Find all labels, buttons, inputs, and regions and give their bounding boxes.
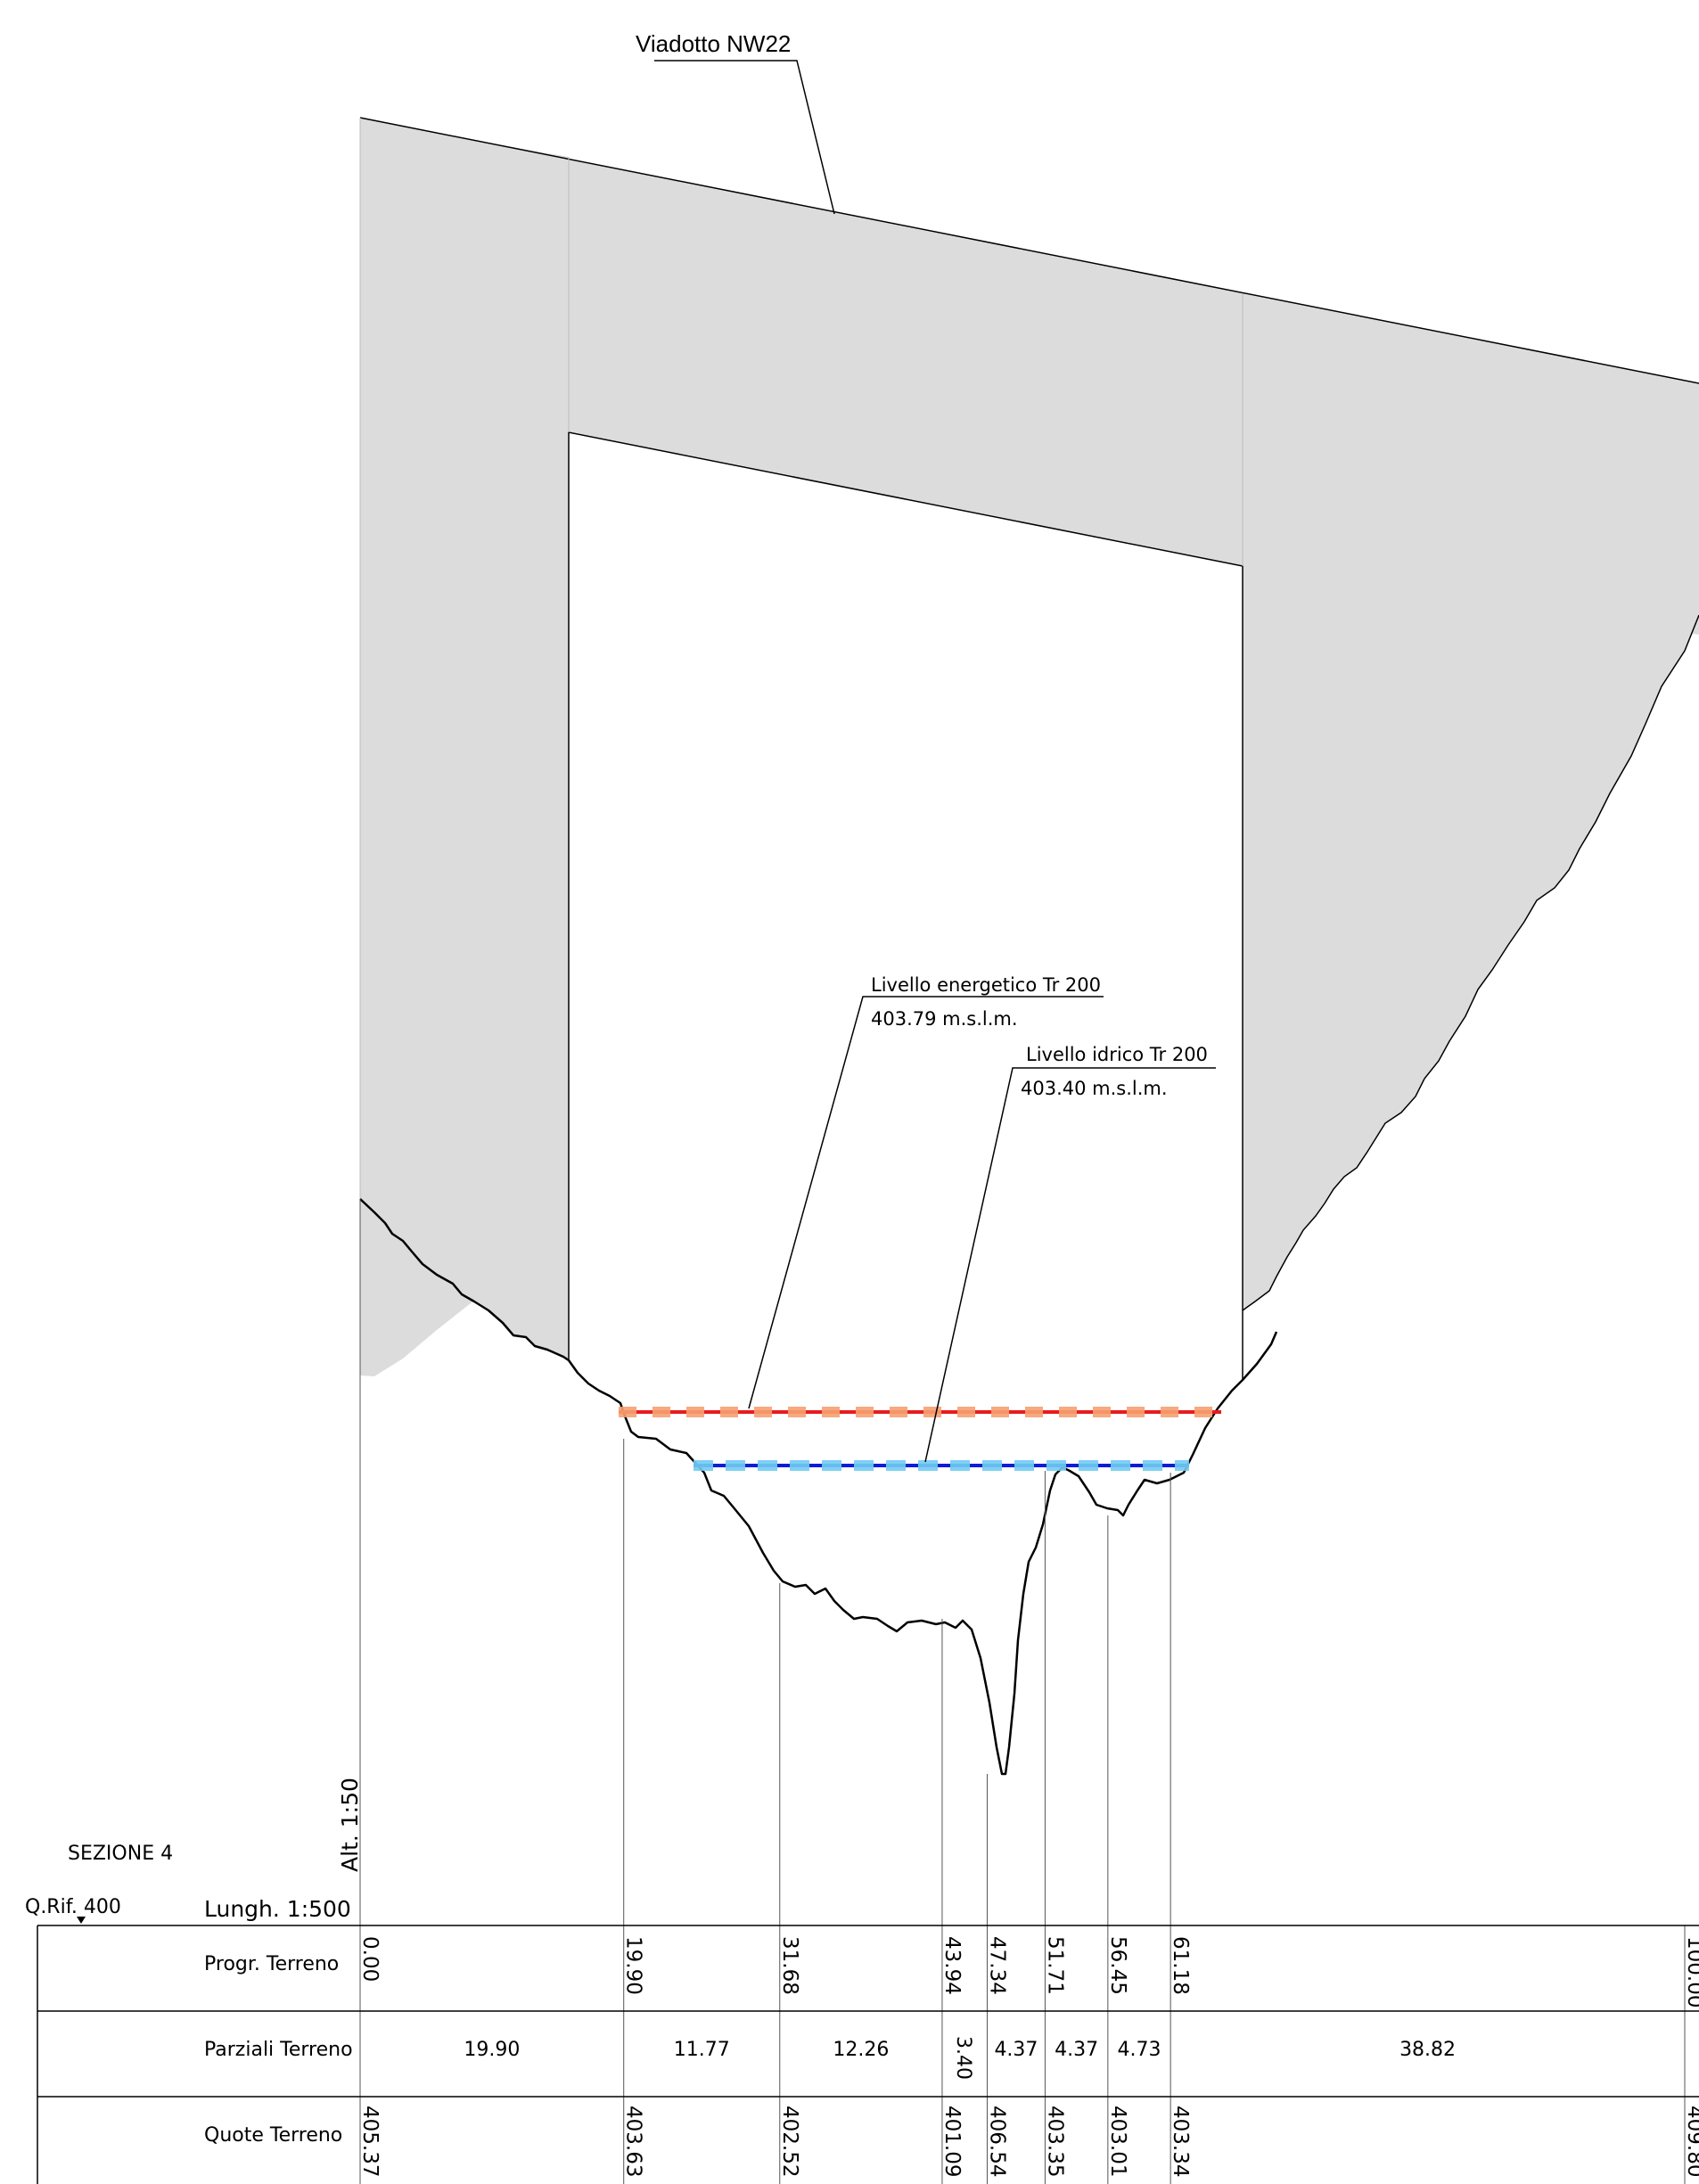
vertical-scale: Alt. 1:50 [337,1778,363,1872]
progressive-value: 31.68 [778,1936,801,1995]
structure-lines [359,117,1699,1380]
water-leader [924,1067,1216,1463]
station-guide-lines [359,1199,1686,2184]
right-embankment-fill [1243,294,1699,1310]
partial-value: 12.26 [833,2039,889,2061]
progressive-value: 100.00 [1683,1936,1699,2007]
right-slope-line [1242,614,1699,1311]
viaduct-body [360,118,1699,1376]
energy-callout-label: Livello energetico Tr 200 [871,974,1101,996]
left-slope-fill [360,408,569,1360]
progressive-value: 51.71 [1043,1936,1066,1995]
water-callout: Livello idrico Tr 200 403.40 m.s.l.m. [924,1044,1216,1463]
deck-top-line [359,117,1699,384]
partial-value: 38.82 [1399,2039,1456,2061]
elevation-value: 409.80 [1683,2106,1699,2177]
elevation-value: 403.63 [622,2106,645,2177]
title-callout: Viadotto NW22 [636,30,835,215]
drawing-title: Viadotto NW22 [636,30,791,57]
elevation-value: 403.35 [1043,2106,1066,2177]
partial-value: 11.77 [674,2039,730,2061]
energy-callout: Livello energetico Tr 200 403.79 m.s.l.m… [748,974,1104,1409]
water-callout-value: 403.40 m.s.l.m. [1021,1078,1168,1099]
horizontal-scale: Lungh. 1:500 [204,1896,351,1922]
elevation-value: 403.01 [1106,2106,1129,2177]
elevation-value: 406.54 [985,2106,1008,2177]
progressive-value: 19.90 [622,1936,645,1995]
profile-table: Progr. Terreno Parziali Terreno Quote Te… [37,1925,1699,2184]
progressive-value: 43.94 [940,1936,964,1995]
partial-value: 4.73 [1117,2039,1161,2061]
progressive-value: 47.34 [985,1936,1008,1995]
partial-value: 4.37 [1055,2039,1098,2061]
opening-outline [568,431,1243,1380]
elevation-value: 405.37 [358,2106,382,2177]
reference-marker-icon [77,1917,86,1924]
progressive-value: 56.45 [1106,1936,1129,1995]
water-callout-label: Livello idrico Tr 200 [1026,1044,1208,1065]
title-leader [654,60,835,215]
elevation-value: 401.09 [940,2106,964,2177]
energy-callout-value: 403.79 m.s.l.m. [871,1008,1018,1030]
row-label-progressive: Progr. Terreno [204,1953,339,1975]
progressive-value: 61.18 [1169,1936,1192,1995]
partial-value: 4.37 [994,2039,1038,2061]
partial-value: 3.40 [952,2036,974,2080]
energy-leader [748,996,1104,1409]
progressive-value: 0.00 [358,1936,382,1982]
row-label-elevations: Quote Terreno [204,2124,342,2147]
row-label-partials: Parziali Terreno [204,2039,353,2061]
section-label: SEZIONE 4 [68,1843,173,1865]
table-values: 0.00 405.37 19.90 403.63 31.68 402.52 43.94 401… [358,1936,1699,2177]
reference-level: Q.Rif. 400 [25,1896,121,1918]
partial-value: 19.90 [464,2039,520,2061]
elevation-value: 402.52 [778,2106,801,2177]
elevation-value: 403.34 [1169,2106,1192,2177]
terrain-profile [359,1198,1278,1776]
